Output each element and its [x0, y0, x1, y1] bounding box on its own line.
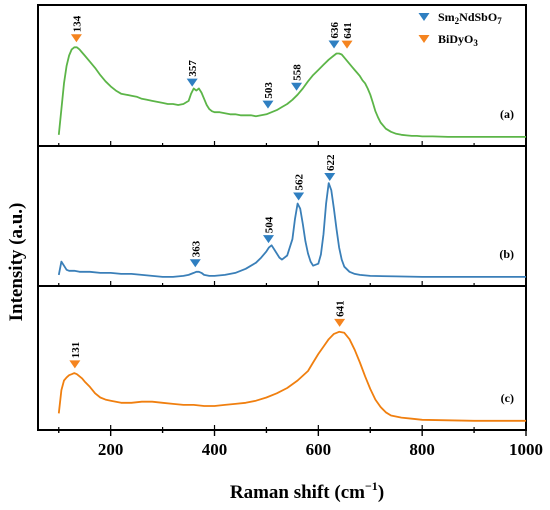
x-tick-label-400: 400 [202, 440, 228, 459]
peak-label-357: 357 [187, 60, 199, 77]
legend-marker-0 [418, 13, 430, 21]
peak-marker-363 [189, 259, 201, 268]
peak-marker-357 [186, 78, 198, 87]
peak-marker-131 [69, 360, 81, 369]
panel-frame [37, 4, 527, 147]
legend-label-1: BiDyO3 [438, 32, 478, 48]
panel-label: (b) [499, 247, 514, 261]
peak-marker-558 [291, 82, 303, 91]
spectrum-line [57, 46, 526, 138]
peak-marker-622 [324, 172, 336, 181]
legend-label-0: Sm2NdSbO7 [438, 10, 502, 26]
legend: Sm2NdSbO7 BiDyO3 [418, 10, 502, 48]
panel-label: (c) [501, 391, 514, 405]
peak-marker-636 [328, 40, 340, 49]
peak-label-134: 134 [71, 15, 83, 32]
peak-label-641: 641 [342, 22, 354, 39]
peak-marker-134 [70, 34, 82, 43]
spectrum-line [57, 330, 526, 422]
peak-label-636: 636 [329, 22, 341, 39]
panel-b: 363 504 562 622 (b) [37, 145, 527, 287]
peak-marker-503 [262, 100, 274, 109]
x-tick-label-600: 600 [306, 440, 332, 459]
panel-c: 131 641 (c) [37, 285, 527, 431]
x-tick-label-200: 200 [98, 440, 124, 459]
peak-label-131: 131 [70, 342, 82, 359]
peak-marker-504 [263, 235, 275, 244]
x-axis-title-sup: −1 [365, 479, 378, 493]
peak-label-363: 363 [190, 240, 202, 257]
peak-label-503: 503 [263, 82, 275, 99]
panel-frame [37, 145, 527, 287]
panel-a: 134 357 503 558 636 641 (a) [37, 4, 527, 147]
peak-label-558: 558 [292, 64, 304, 81]
peak-label-504: 504 [264, 216, 276, 233]
y-axis-title: Intensity (a.u.) [6, 203, 27, 322]
x-axis-title-main: Raman shift (cm [230, 482, 365, 503]
x-axis-ticks: 200 400 600 800 1000 [58, 430, 543, 459]
legend-marker-1 [418, 35, 430, 43]
peak-label-641: 641 [335, 300, 347, 317]
x-tick-label-800: 800 [409, 440, 435, 459]
x-tick-label-1000: 1000 [509, 440, 543, 459]
spectrum-line [57, 182, 526, 278]
panel-frame [37, 285, 527, 431]
peak-label-562: 562 [294, 174, 306, 191]
peak-marker-562 [293, 192, 305, 201]
peak-marker-641 [334, 318, 346, 327]
panel-label: (a) [500, 107, 514, 121]
peak-marker-641 [341, 40, 353, 49]
x-axis-title: Raman shift (cm−1) [230, 479, 384, 503]
x-axis-title-end: ) [378, 482, 384, 503]
peak-label-622: 622 [325, 154, 337, 171]
